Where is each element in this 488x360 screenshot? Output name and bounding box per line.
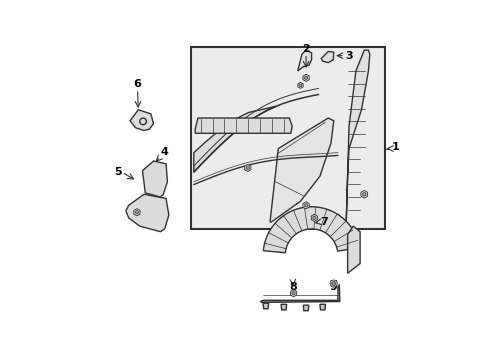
Text: 3: 3 <box>344 51 352 61</box>
Circle shape <box>362 193 365 196</box>
Text: 5: 5 <box>114 167 122 177</box>
Polygon shape <box>125 194 168 232</box>
Polygon shape <box>260 284 339 302</box>
Polygon shape <box>195 118 292 133</box>
Polygon shape <box>263 303 268 309</box>
Polygon shape <box>142 161 167 197</box>
Circle shape <box>135 211 138 214</box>
Circle shape <box>246 166 249 170</box>
Circle shape <box>304 76 307 80</box>
Polygon shape <box>269 118 333 222</box>
Polygon shape <box>263 207 359 253</box>
Circle shape <box>291 292 295 295</box>
Polygon shape <box>134 209 140 216</box>
Polygon shape <box>130 110 153 131</box>
Polygon shape <box>303 305 308 311</box>
Text: 6: 6 <box>133 79 141 89</box>
Polygon shape <box>281 304 286 310</box>
Polygon shape <box>310 214 317 221</box>
Polygon shape <box>244 164 250 172</box>
Circle shape <box>299 84 301 87</box>
Polygon shape <box>302 74 308 81</box>
Polygon shape <box>321 51 333 63</box>
Text: 9: 9 <box>329 282 337 292</box>
Text: 1: 1 <box>391 142 399 152</box>
Circle shape <box>331 282 335 285</box>
Polygon shape <box>347 226 359 273</box>
Circle shape <box>312 216 315 220</box>
Polygon shape <box>290 290 296 297</box>
Polygon shape <box>297 82 303 89</box>
Text: 8: 8 <box>288 282 296 292</box>
Circle shape <box>304 204 307 207</box>
Text: 7: 7 <box>319 217 327 227</box>
Polygon shape <box>302 202 308 209</box>
Text: 4: 4 <box>160 147 168 157</box>
Polygon shape <box>346 50 369 222</box>
Circle shape <box>329 280 337 287</box>
Bar <box>191 48 384 229</box>
Polygon shape <box>193 106 276 172</box>
Text: 2: 2 <box>302 44 309 54</box>
Polygon shape <box>297 50 311 71</box>
Polygon shape <box>319 304 325 310</box>
Polygon shape <box>360 190 367 198</box>
